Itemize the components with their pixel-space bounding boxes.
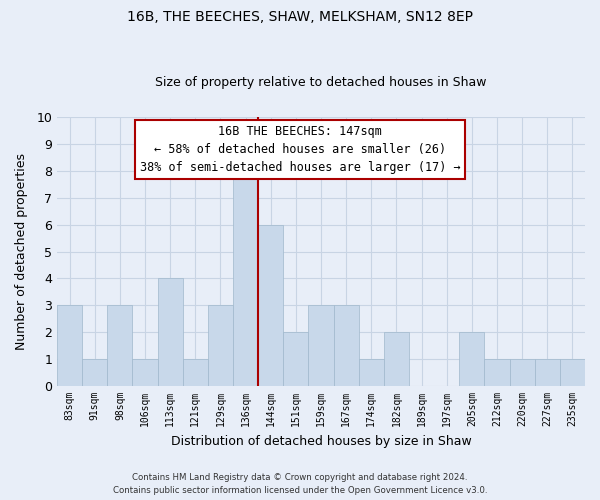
Bar: [258, 224, 283, 386]
Bar: [183, 359, 208, 386]
Text: Contains HM Land Registry data © Crown copyright and database right 2024.
Contai: Contains HM Land Registry data © Crown c…: [113, 474, 487, 495]
Text: 16B, THE BEECHES, SHAW, MELKSHAM, SN12 8EP: 16B, THE BEECHES, SHAW, MELKSHAM, SN12 8…: [127, 10, 473, 24]
Bar: [233, 171, 258, 386]
Bar: [57, 306, 82, 386]
Bar: [359, 359, 384, 386]
Bar: [133, 359, 158, 386]
Bar: [158, 278, 183, 386]
Bar: [460, 332, 484, 386]
Bar: [484, 359, 509, 386]
Bar: [82, 359, 107, 386]
Bar: [208, 306, 233, 386]
Title: Size of property relative to detached houses in Shaw: Size of property relative to detached ho…: [155, 76, 487, 90]
Text: 16B THE BEECHES: 147sqm
← 58% of detached houses are smaller (26)
38% of semi-de: 16B THE BEECHES: 147sqm ← 58% of detache…: [140, 125, 460, 174]
Y-axis label: Number of detached properties: Number of detached properties: [15, 153, 28, 350]
Bar: [509, 359, 535, 386]
Bar: [535, 359, 560, 386]
Bar: [560, 359, 585, 386]
X-axis label: Distribution of detached houses by size in Shaw: Distribution of detached houses by size …: [170, 434, 472, 448]
Bar: [384, 332, 409, 386]
Bar: [107, 306, 133, 386]
Bar: [283, 332, 308, 386]
Bar: [334, 306, 359, 386]
Bar: [308, 306, 334, 386]
